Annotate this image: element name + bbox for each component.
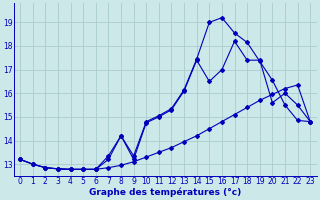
X-axis label: Graphe des températures (°c): Graphe des températures (°c) [89,187,241,197]
